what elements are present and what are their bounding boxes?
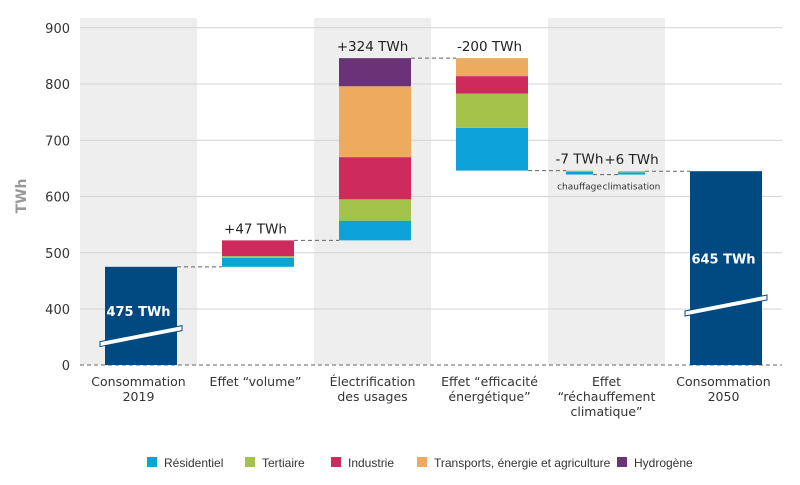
x-category-label: Électrification: [330, 374, 416, 389]
y-tick-label: 500: [45, 247, 70, 262]
x-category-label: climatique”: [570, 404, 642, 419]
bar-segment-résidentiel: [456, 127, 528, 171]
bar-sublabel: chauffage: [557, 183, 602, 193]
legend-label: Transports, énergie et agriculture: [434, 456, 611, 470]
axis-break-mark: [99, 324, 183, 348]
axis-break-mark: [684, 294, 768, 317]
category-band: [548, 18, 665, 365]
bar-segment-hydrogène: [339, 58, 411, 87]
legend-label: Industrie: [348, 456, 394, 470]
x-category-label: Consommation: [676, 374, 770, 389]
y-tick-label: 400: [45, 303, 70, 318]
x-category-label: énergétique”: [448, 389, 530, 404]
total-bar: [690, 171, 762, 365]
bar-value-label: -7 TWh: [556, 152, 604, 168]
bar-segment-tertiaire: [456, 93, 528, 128]
bar-segment-résidentiel: [339, 220, 411, 241]
bar-segment-industrie: [339, 157, 411, 200]
x-category-label: Consommation: [91, 374, 185, 389]
bar-segment-tertiaire: [222, 256, 294, 258]
x-category-label: 2019: [123, 389, 155, 404]
bar-segment-tertiaire: [618, 171, 645, 173]
y-tick-label: 700: [45, 134, 70, 149]
bar-segment-industrie: [456, 76, 528, 94]
legend-swatch: [147, 457, 157, 467]
bar-segment-industrie: [222, 240, 294, 257]
x-category-label: “réchauffement: [558, 389, 656, 404]
y-axis-label: TWh: [14, 179, 30, 214]
bar-segment-résidentiel: [566, 171, 593, 175]
legend-swatch: [417, 457, 427, 467]
legend-label: Résidentiel: [164, 456, 223, 470]
bar-value-label: 475 TWh: [106, 305, 170, 320]
bar-value-label: +6 TWh: [604, 152, 658, 168]
x-category-label: des usages: [337, 389, 407, 404]
y-tick-label: 0: [62, 359, 70, 374]
legend-swatch: [617, 457, 627, 467]
bar-segment-transports: [339, 86, 411, 158]
total-bar: [105, 266, 177, 365]
bar-segment-tertiaire: [339, 199, 411, 221]
legend-swatch: [331, 457, 341, 467]
y-tick-label: 900: [45, 22, 70, 37]
bar-value-label: +47 TWh: [224, 221, 287, 237]
x-category-label: Effet “efficacité: [441, 374, 538, 389]
bar-segment-transports: [456, 58, 528, 77]
bar-value-label: 645 TWh: [691, 252, 755, 267]
x-category-label: Effet “volume”: [210, 374, 302, 389]
legend-label: Hydrogène: [634, 456, 693, 470]
bar-value-label: +324 TWh: [337, 39, 409, 55]
bar-segment-tertiaire: [566, 170, 593, 172]
bar-segment-résidentiel: [222, 257, 294, 267]
legend-swatch: [245, 457, 255, 467]
bar-segment-résidentiel: [618, 172, 645, 175]
bar-value-label: -200 TWh: [457, 39, 522, 55]
x-category-label: 2050: [708, 389, 740, 404]
y-tick-label: 800: [45, 78, 70, 93]
bar-sublabel: climatisation: [603, 183, 661, 193]
x-category-label: Effet: [592, 374, 621, 389]
y-tick-label: 600: [45, 191, 70, 206]
legend-label: Tertiaire: [262, 456, 305, 470]
